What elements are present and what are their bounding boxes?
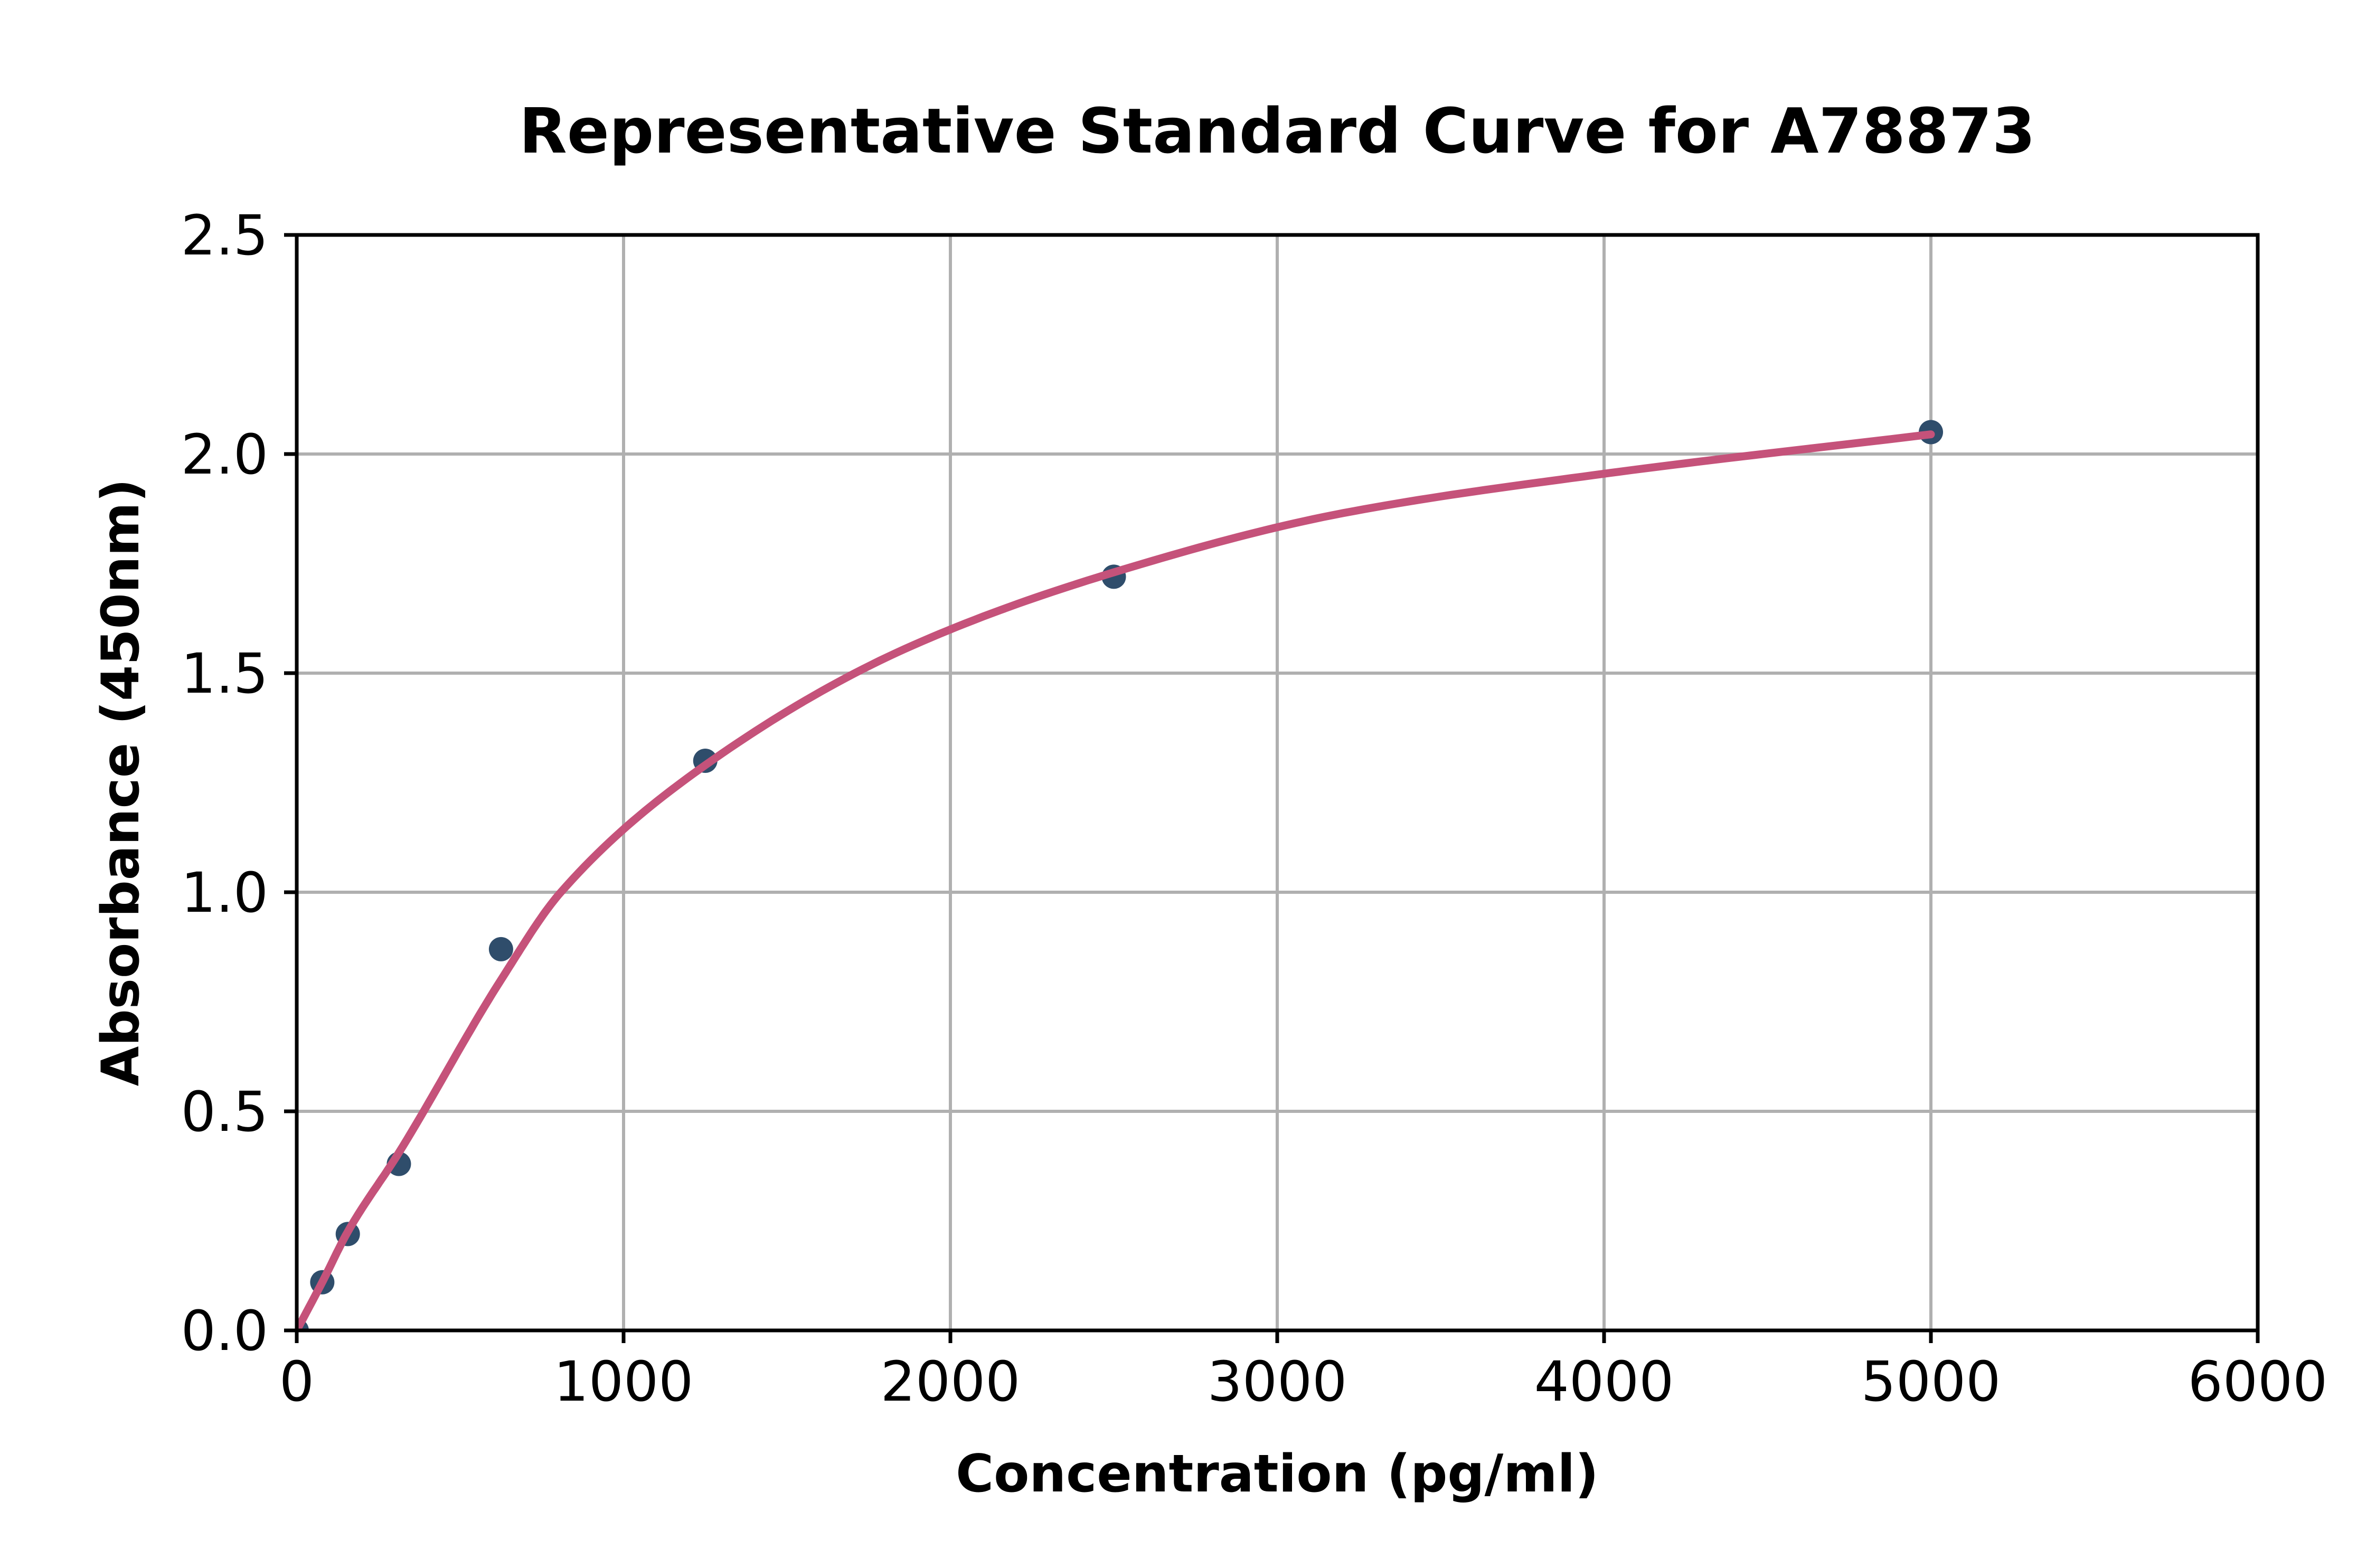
- gridlines: [297, 235, 2258, 1330]
- x-tick-label: 4000: [1534, 1349, 1674, 1414]
- y-axis-label: Absorbance (450nm): [91, 479, 151, 1087]
- y-tick-label: 1.0: [181, 861, 268, 925]
- y-tick-label: 2.0: [181, 422, 268, 487]
- x-axis-label: Concentration (pg/ml): [956, 1444, 1599, 1504]
- chart-title: Representative Standard Curve for A78873: [519, 95, 2035, 167]
- y-tick-label: 1.5: [181, 641, 268, 706]
- x-tick-label: 0: [279, 1349, 314, 1414]
- y-tick-label: 0.5: [181, 1080, 268, 1144]
- fit-curve: [297, 430, 1935, 1330]
- x-tick-label: 1000: [554, 1349, 694, 1414]
- x-tick-label: 6000: [2188, 1349, 2328, 1414]
- data-points: [297, 420, 1943, 1330]
- data-point: [488, 937, 513, 961]
- y-tick-label: 2.5: [181, 203, 268, 268]
- x-tick-label: 3000: [1208, 1349, 1347, 1414]
- x-tick-label: 5000: [1861, 1349, 2001, 1414]
- fit-curve-line: [297, 430, 1935, 1330]
- x-tick-label: 2000: [881, 1349, 1021, 1414]
- x-tick-labels: 0 1000 2000 3000 4000 5000 6000: [279, 1349, 2327, 1414]
- axis-ticks: [284, 233, 2260, 1343]
- y-tick-label: 0.0: [181, 1299, 268, 1363]
- y-tick-labels: 0.0 0.5 1.0 1.5 2.0 2.5: [181, 203, 268, 1363]
